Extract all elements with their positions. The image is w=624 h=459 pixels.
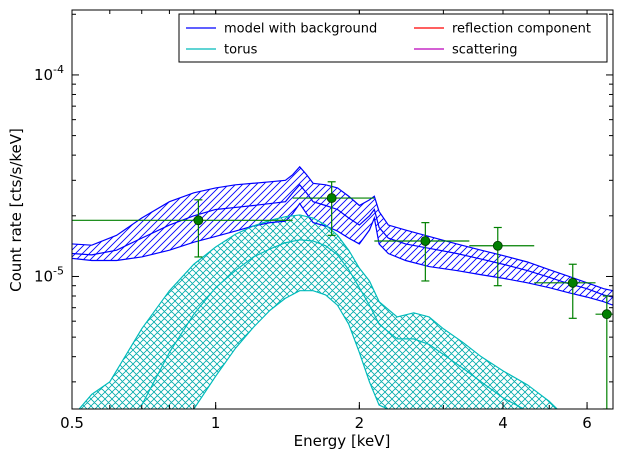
- series-line-1-lower: [193, 290, 390, 409]
- legend-label-0: model with background: [224, 22, 377, 37]
- y-axis-label: Count rate [cts/s/keV]: [7, 128, 25, 292]
- data-marker: [420, 236, 431, 246]
- legend-label-1: torus: [224, 43, 258, 58]
- legend-label-2: reflection component: [452, 22, 591, 37]
- x-tick-label: 1: [211, 414, 221, 432]
- legend-box: [178, 13, 608, 63]
- data-point-3: [469, 226, 535, 287]
- series-line-0-upper: [72, 165, 613, 292]
- data-marker: [193, 215, 204, 226]
- data-marker: [492, 240, 503, 251]
- data-point-2: [374, 222, 470, 282]
- series-line-1-mid: [141, 239, 525, 409]
- data-marker: [326, 193, 337, 203]
- series-line-1-upper: [78, 214, 558, 409]
- plot-frame: [71, 9, 614, 410]
- series-band-1: [79, 214, 558, 409]
- x-axis-label: Energy [keV]: [294, 432, 391, 450]
- data-point-0: [72, 199, 293, 258]
- legend: model with background torus reflection com…: [178, 13, 608, 63]
- data-point-4: [534, 263, 596, 319]
- x-tick-label: 4: [498, 414, 508, 432]
- y-tick-label: 10-4: [34, 63, 64, 84]
- data-point-1: [292, 181, 375, 236]
- legend-label-3: scattering: [452, 43, 518, 58]
- series-line-0-mid: [72, 183, 613, 298]
- x-tick-label: 6: [582, 414, 592, 432]
- data-marker: [601, 309, 612, 320]
- y-tick-label: 10-5: [34, 264, 64, 285]
- data-point-5: [595, 295, 613, 409]
- data-marker: [567, 277, 578, 288]
- series-line-0-lower: [72, 202, 613, 306]
- series-band-0: [72, 166, 613, 306]
- x-tick-label: 0.5: [60, 414, 84, 432]
- x-tick-label: 2: [355, 414, 365, 432]
